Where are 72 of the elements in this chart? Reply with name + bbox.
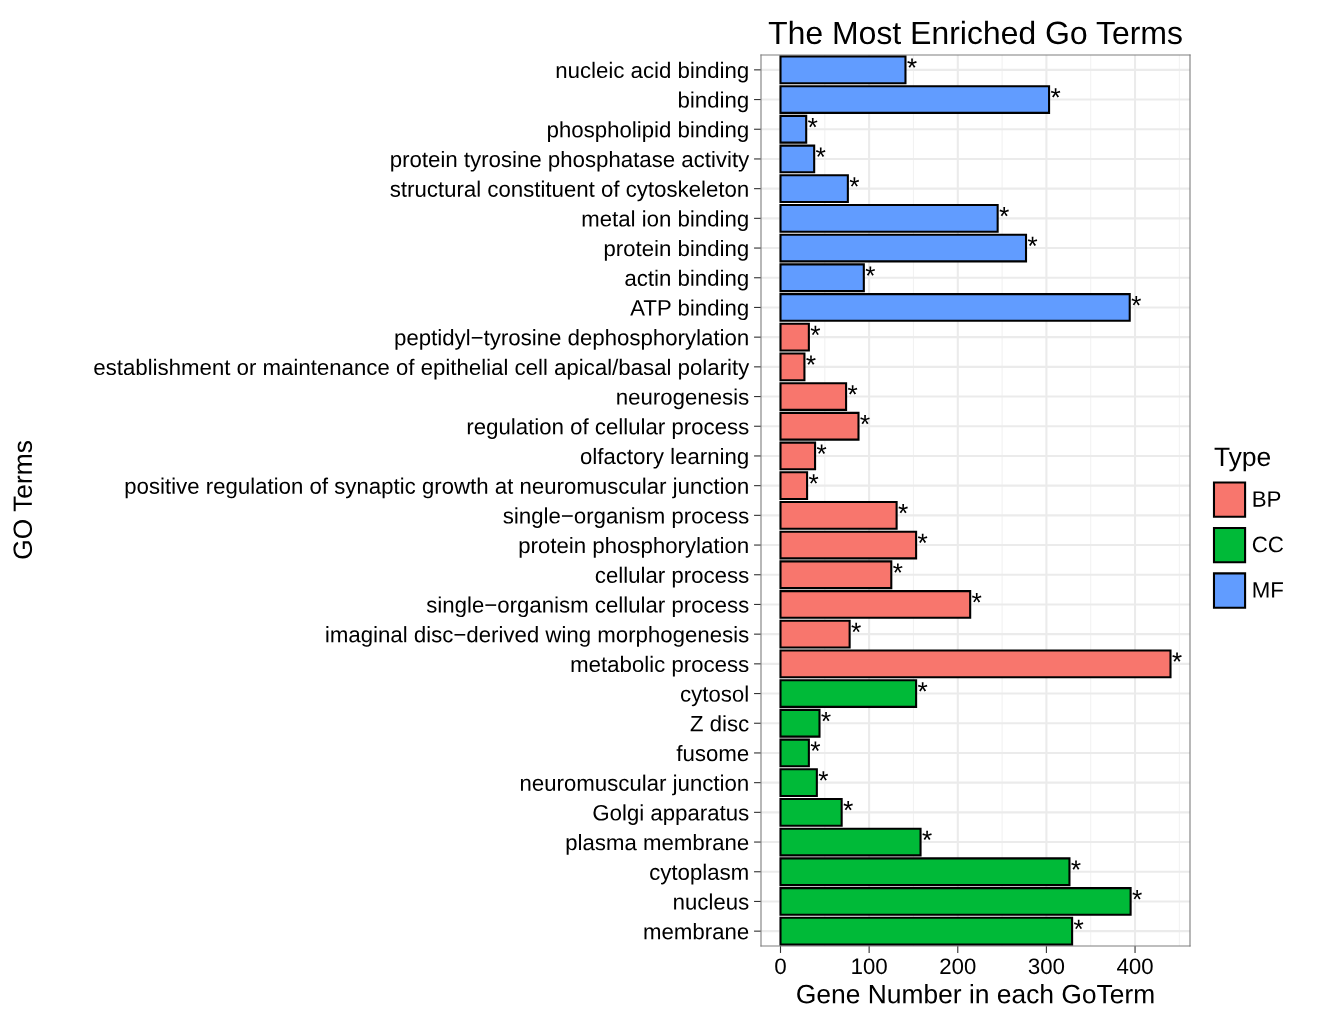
- data-label: *: [1027, 236, 1038, 246]
- y-tick-label: protein tyrosine phosphatase activity: [391, 150, 750, 172]
- data-label: *: [893, 563, 903, 573]
- data-label: *: [810, 325, 821, 336]
- data-label: *: [865, 266, 876, 276]
- y-tick-label: membrane: [644, 923, 749, 940]
- data-label: *: [847, 385, 858, 395]
- y-tick-label: positive regulation of synaptic growth at neuromuscular junction: [125, 477, 748, 499]
- data-label: *: [806, 355, 816, 365]
- data-label: *: [1172, 652, 1182, 662]
- data-label: *: [816, 444, 827, 454]
- data-label: *: [1050, 88, 1061, 98]
- data-label: *: [851, 622, 861, 633]
- y-tick-label: regulation of cellular process: [467, 418, 749, 439]
- y-axis-title: GO Terms: [13, 441, 33, 559]
- y-tick-label: phospholipid binding: [548, 121, 748, 142]
- y-tick-label: protein binding: [604, 240, 748, 261]
- data-label: *: [843, 801, 853, 811]
- y-tick-label: cellular process: [595, 566, 749, 588]
- y-tick-label: cytoplasm: [650, 863, 748, 885]
- y-tick-label: structural constituent of cytoskeleton: [390, 180, 748, 202]
- data-label: *: [898, 504, 908, 514]
- data-label: *: [1073, 919, 1084, 930]
- y-tick-label: nucleus: [674, 893, 749, 910]
- y-tick-label: metal ion binding: [582, 210, 748, 232]
- legend-label: BP: [1253, 491, 1281, 507]
- x-tick-label: 100: [852, 958, 887, 975]
- x-tick-label: 0: [775, 958, 786, 975]
- data-label: *: [810, 741, 821, 751]
- y-tick-label: neurogenesis: [617, 388, 749, 410]
- data-label: *: [821, 711, 831, 722]
- y-tick-label: plasma membrane: [566, 834, 749, 855]
- x-tick-label: 200: [940, 958, 976, 975]
- legend-label: MF: [1253, 582, 1283, 598]
- y-tick-label: imaginal disc−derived wing morphogenesis: [326, 626, 749, 647]
- legend-title: Type: [1214, 447, 1271, 472]
- x-axis-title: Gene Number in each GoTerm: [797, 984, 1154, 1004]
- data-label: *: [1071, 860, 1081, 870]
- x-tick-label: 400: [1117, 958, 1153, 975]
- y-tick-label: neuromuscular junction: [520, 774, 748, 796]
- data-label: *: [917, 682, 928, 692]
- y-tick-label: binding: [678, 91, 748, 113]
- data-label: *: [999, 207, 1009, 217]
- data-label: *: [816, 147, 826, 157]
- data-label: *: [972, 593, 982, 603]
- data-label: *: [1131, 296, 1141, 306]
- y-tick-label: ATP binding: [630, 299, 748, 321]
- data-label: *: [849, 177, 860, 187]
- legend-label: CC: [1252, 536, 1284, 553]
- data-label: *: [808, 474, 819, 484]
- chart-title: The Most Enriched Go Terms: [768, 20, 1182, 45]
- y-tick-label: fusome: [676, 744, 749, 762]
- y-tick-label: cytosol: [680, 685, 748, 707]
- data-label: *: [860, 414, 870, 425]
- data-label: *: [808, 117, 818, 128]
- y-tick-label: actin binding: [625, 269, 748, 291]
- y-tick-label: nucleic acid binding: [556, 61, 748, 83]
- y-tick-label: Z disc: [690, 715, 749, 732]
- y-tick-label: olfactory learning: [580, 447, 748, 469]
- data-label: *: [922, 830, 932, 840]
- y-tick-label: protein phosphorylation: [519, 537, 748, 558]
- data-label: *: [1132, 890, 1142, 900]
- y-tick-label: metabolic process: [571, 655, 749, 677]
- data-label: *: [818, 771, 829, 781]
- data-label: *: [907, 58, 917, 68]
- x-tick-label: 300: [1028, 958, 1065, 975]
- y-tick-label: single−organism process: [503, 507, 749, 529]
- data-label: *: [917, 533, 928, 543]
- y-tick-label: single−organism cellular process: [426, 596, 749, 618]
- y-tick-label: peptidyl−tyrosine dephosphorylation: [395, 329, 748, 350]
- y-tick-label: Golgi apparatus: [593, 804, 749, 826]
- y-tick-label: establishment or maintenance of epithelial cell apical/basal polarity: [94, 358, 750, 380]
